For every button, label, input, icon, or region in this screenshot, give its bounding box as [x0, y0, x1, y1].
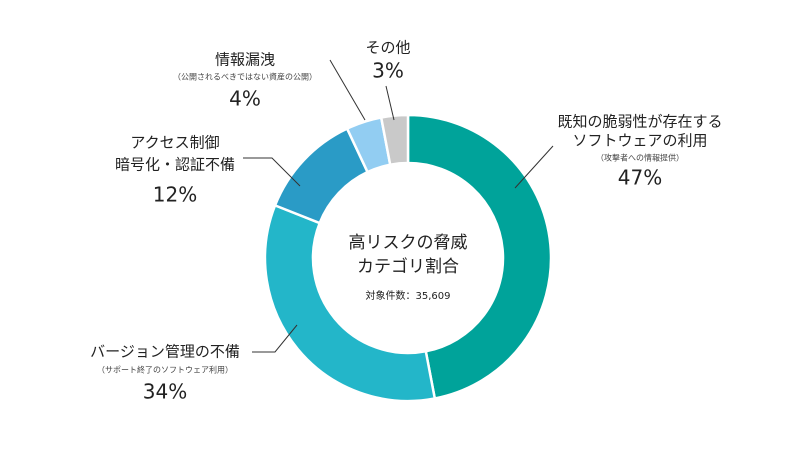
slice-label: バージョン管理の不備	[90, 343, 240, 361]
center-title: カテゴリ割合	[357, 256, 459, 277]
slice-label: アクセス制御	[130, 134, 219, 152]
value-label: 4%	[229, 87, 261, 111]
slice	[263, 203, 437, 403]
leader-line	[243, 157, 301, 187]
slice-label: ソフトウェアの利用	[572, 132, 707, 150]
value-label: 3%	[372, 59, 404, 83]
center-note: 対象件数：35,609	[366, 289, 451, 302]
slice-label: 暗号化・認証不備	[115, 156, 235, 174]
slice	[406, 113, 553, 400]
slice	[379, 113, 410, 167]
slice-note: （公開されるべきではない資産の公開）	[173, 72, 317, 82]
slice-label: 既知の脆弱性が存在する	[557, 113, 722, 131]
slice-note: （サポート終了のソフトウェア利用）	[97, 365, 233, 375]
leader-line	[329, 59, 366, 121]
slice-note: （攻撃者への情報提供）	[596, 153, 684, 163]
value-label: 34%	[143, 380, 187, 404]
value-label: 47%	[618, 166, 662, 190]
slice-label: 情報漏洩	[215, 51, 275, 69]
value-label: 12%	[153, 183, 197, 207]
leader-line	[252, 324, 298, 353]
leader-line	[385, 85, 395, 121]
leader-line	[514, 145, 554, 189]
center-title: 高リスクの脅威	[349, 233, 468, 253]
slice-label: その他	[365, 39, 410, 57]
